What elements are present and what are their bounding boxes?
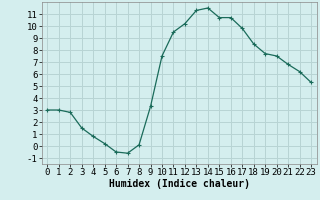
X-axis label: Humidex (Indice chaleur): Humidex (Indice chaleur) bbox=[109, 179, 250, 189]
